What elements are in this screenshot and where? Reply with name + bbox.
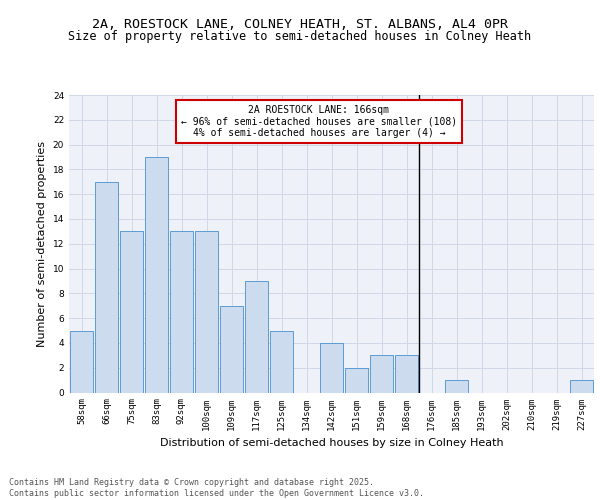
Y-axis label: Number of semi-detached properties: Number of semi-detached properties bbox=[37, 141, 47, 347]
Bar bbox=[245, 281, 268, 392]
Bar bbox=[269, 330, 293, 392]
Text: Size of property relative to semi-detached houses in Colney Heath: Size of property relative to semi-detach… bbox=[68, 30, 532, 43]
Bar bbox=[170, 232, 193, 392]
Bar bbox=[145, 157, 169, 392]
X-axis label: Distribution of semi-detached houses by size in Colney Heath: Distribution of semi-detached houses by … bbox=[160, 438, 503, 448]
Bar bbox=[70, 330, 94, 392]
Bar bbox=[194, 232, 218, 392]
Text: Contains HM Land Registry data © Crown copyright and database right 2025.
Contai: Contains HM Land Registry data © Crown c… bbox=[9, 478, 424, 498]
Text: 2A ROESTOCK LANE: 166sqm
← 96% of semi-detached houses are smaller (108)
4% of s: 2A ROESTOCK LANE: 166sqm ← 96% of semi-d… bbox=[181, 105, 457, 138]
Bar bbox=[569, 380, 593, 392]
Bar bbox=[344, 368, 368, 392]
Bar bbox=[119, 232, 143, 392]
Bar bbox=[220, 306, 244, 392]
Text: 2A, ROESTOCK LANE, COLNEY HEATH, ST. ALBANS, AL4 0PR: 2A, ROESTOCK LANE, COLNEY HEATH, ST. ALB… bbox=[92, 18, 508, 30]
Bar bbox=[370, 356, 394, 393]
Bar bbox=[95, 182, 118, 392]
Bar bbox=[395, 356, 418, 393]
Bar bbox=[445, 380, 469, 392]
Bar bbox=[320, 343, 343, 392]
